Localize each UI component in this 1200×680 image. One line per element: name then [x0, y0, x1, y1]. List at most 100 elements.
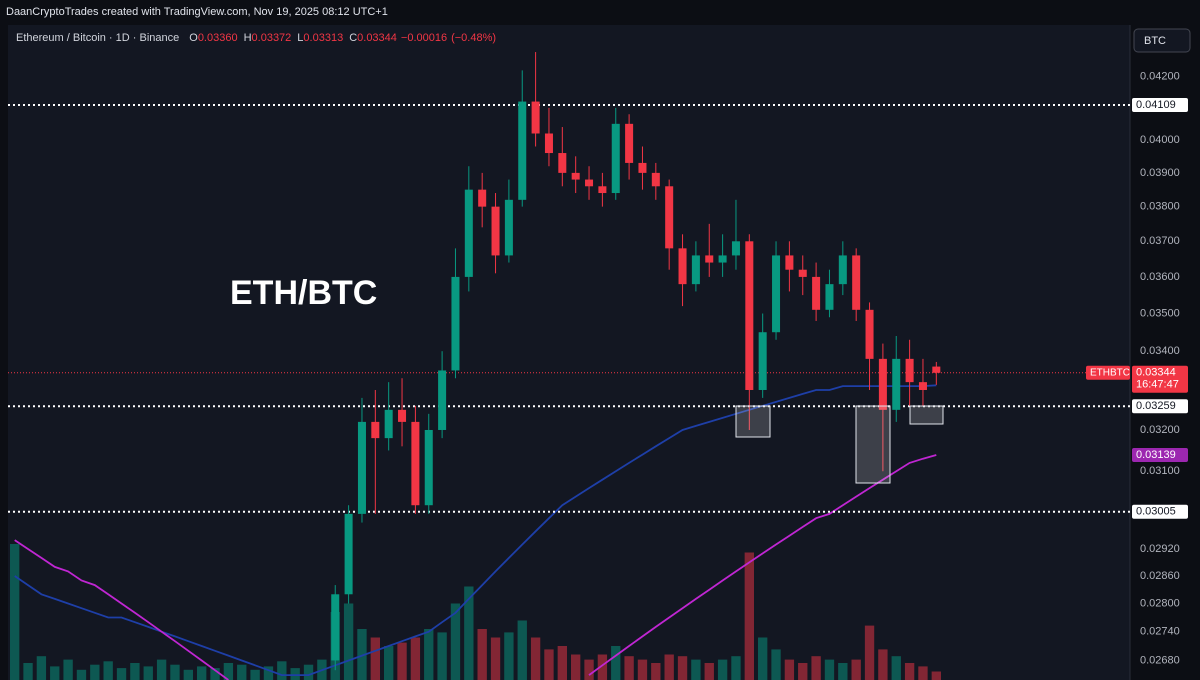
volume-bar	[50, 666, 60, 680]
volume-bar	[891, 656, 901, 680]
volume-bar	[878, 649, 888, 680]
volume-bar	[183, 669, 193, 680]
candle-body	[571, 172, 580, 180]
volume-bar	[223, 663, 234, 680]
change: −0.00016	[401, 32, 447, 44]
candle-body	[438, 370, 447, 430]
candle-body	[932, 366, 941, 373]
candle-body	[585, 179, 594, 187]
volume-bar	[731, 656, 741, 680]
highlight-box	[909, 405, 944, 425]
candle-body	[651, 172, 660, 187]
legend-value: 0.03344	[357, 32, 397, 44]
currency-button-label[interactable]: BTC	[1144, 35, 1166, 47]
volume-bar	[410, 637, 421, 680]
level-tag	[1132, 98, 1188, 113]
volume-bar	[637, 659, 648, 680]
y-tick-label: 0.02680	[1140, 654, 1180, 666]
overlay-layer: ETH/BTC BTC Ethereum / Bitcoin · 1D · Bi…	[16, 28, 1191, 666]
volume-bar	[464, 586, 474, 680]
candle-body	[331, 594, 340, 661]
candle-body	[344, 513, 353, 595]
volume-bar	[343, 603, 354, 680]
volume-bar	[784, 659, 795, 680]
candle-body	[371, 421, 380, 439]
y-tick-label: 0.03200	[1140, 424, 1180, 436]
countdown: 16:47:47	[1136, 379, 1179, 391]
candle-body	[478, 189, 487, 207]
volume-bar	[918, 666, 928, 680]
candle-body	[384, 409, 393, 439]
y-tick-label: 0.03400	[1140, 345, 1180, 357]
volume-bar	[397, 642, 407, 680]
volume-bar	[758, 637, 768, 680]
y-tick-label: 0.03500	[1140, 307, 1180, 319]
volume-bar	[170, 664, 180, 680]
volume-bar	[290, 668, 300, 680]
volume-bar	[370, 637, 380, 680]
candle-body	[518, 101, 527, 200]
volume-bar	[717, 659, 728, 680]
volume-bar	[197, 666, 207, 680]
volume-bar	[437, 632, 447, 680]
candle-body	[638, 162, 647, 173]
candle-body	[865, 309, 874, 359]
volume-bar	[90, 664, 100, 680]
volume-bar	[103, 661, 113, 680]
candle-body	[772, 255, 781, 333]
y-tick-label: 0.02800	[1140, 597, 1180, 609]
last-price-label: 0.03344	[1136, 367, 1176, 379]
volume-bar	[143, 666, 153, 680]
candle-body	[892, 358, 901, 410]
level-tag	[1132, 399, 1188, 414]
y-tick-label: 0.04200	[1140, 70, 1180, 82]
moving-average	[14, 384, 937, 676]
y-tick-label: 0.04000	[1140, 134, 1180, 146]
legend-key: L	[297, 32, 303, 44]
volume-bar	[744, 552, 754, 680]
candle-body	[691, 255, 700, 285]
last-price-tag	[1132, 365, 1188, 393]
plot-area	[8, 25, 1130, 680]
volume-bar	[864, 625, 875, 680]
highlight-box	[855, 405, 891, 484]
volume-bar	[584, 659, 594, 680]
candle-body	[558, 153, 567, 173]
symbol-tag-label: ETHBTC	[1090, 367, 1130, 378]
volume-bar	[691, 659, 701, 680]
currency-button[interactable]	[1133, 28, 1191, 53]
volume-bar	[277, 661, 287, 680]
volume-bar	[571, 654, 581, 680]
legend-value: 0.03313	[303, 32, 343, 44]
volume-bar	[517, 620, 527, 680]
volume-bar	[156, 659, 167, 680]
candle-body	[464, 189, 473, 277]
candle-body	[411, 421, 420, 506]
volume-bar	[704, 663, 714, 680]
legend: Ethereum / Bitcoin · 1D · Binance O0.0336…	[16, 32, 496, 44]
candle-body	[838, 255, 847, 285]
legend-value: 0.03372	[252, 32, 292, 44]
volume-bar	[557, 646, 567, 680]
volume-bar	[611, 646, 621, 680]
candle-body	[878, 358, 887, 410]
candle-body	[665, 186, 674, 249]
legend-key: C	[349, 32, 357, 44]
level-tag-label: 0.03005	[1136, 506, 1176, 518]
volume-bar	[10, 544, 20, 680]
header-bar	[0, 0, 1200, 24]
y-tick-label: 0.03100	[1140, 465, 1180, 477]
candle-body	[825, 284, 834, 310]
volume-bar	[384, 646, 394, 680]
legend-value: 0.03360	[198, 32, 238, 44]
legend-key: H	[244, 32, 252, 44]
y-tick-label: 0.02860	[1140, 570, 1180, 582]
volume-bar	[237, 664, 247, 680]
annotation: ETH/BTC	[230, 274, 377, 312]
candle-body	[544, 133, 553, 154]
y-tick-label: 0.03700	[1140, 235, 1180, 247]
volume-bar	[130, 663, 140, 680]
level-tag	[1132, 504, 1188, 519]
candle-body	[531, 101, 540, 134]
volume-bar	[23, 663, 33, 680]
